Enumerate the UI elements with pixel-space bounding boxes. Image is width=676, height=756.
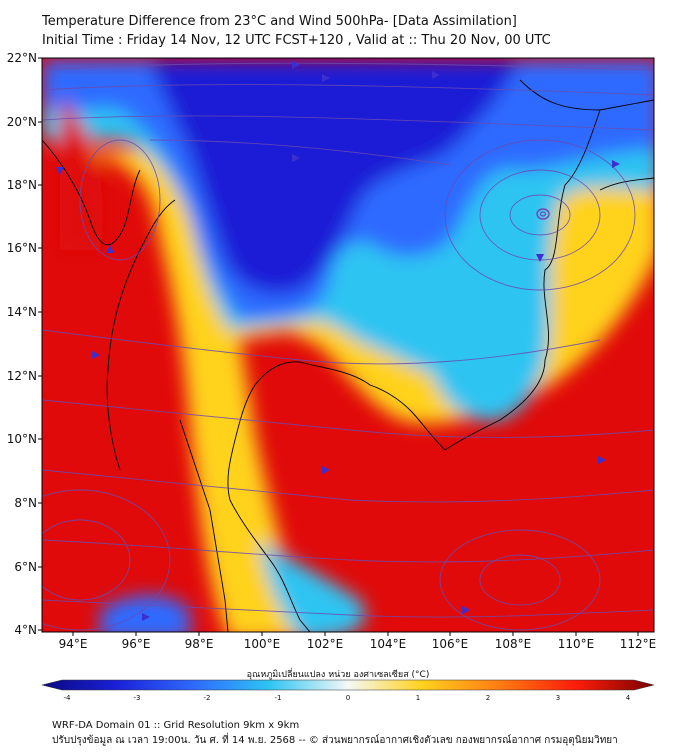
colorbar-tick: -4: [64, 694, 72, 702]
colorbar: -4 -3 -2 -1 0 1 2 3 4: [41, 679, 655, 702]
title-line-2: Initial Time : Friday 14 Nov, 12 UTC FCS…: [42, 33, 551, 48]
colorbar-title: อุณหภูมิเปลี่ยนแปลง หน่วย องศาเซลเซียส (…: [246, 670, 430, 680]
colorbar-tick: -3: [134, 694, 141, 702]
lon-label: 112°E: [620, 637, 657, 651]
colorbar-tick: -1: [275, 694, 282, 702]
lon-axis: 94°E 96°E 98°E 100°E 102°E 104°E 106°E 1…: [59, 632, 657, 651]
lat-label: 12°N: [7, 369, 37, 383]
coastline: [42, 79, 654, 632]
map-title: Temperature Difference from 23°C and Win…: [42, 12, 551, 50]
wind-streamlines: [42, 62, 654, 631]
footer-line-2: ปรับปรุงข้อมูล ณ เวลา 19:00น. วัน ศ. ที่…: [52, 735, 618, 746]
colorbar-tick: 0: [346, 694, 350, 702]
lon-label: 106°E: [432, 637, 469, 651]
wind-arrows: [56, 61, 620, 621]
footer: WRF-DA Domain 01 :: Grid Resolution 9km …: [52, 718, 618, 748]
lon-label: 108°E: [495, 637, 532, 651]
lat-label: 18°N: [7, 178, 37, 192]
lon-label: 94°E: [59, 637, 88, 651]
low-pressure-center: [536, 208, 550, 220]
lat-axis: 22°N 20°N 18°N 16°N 14°N 12°N 10°N 8°N 6…: [7, 51, 42, 637]
lat-label: 6°N: [14, 560, 37, 574]
lon-label: 104°E: [370, 637, 407, 651]
lat-label: 4°N: [14, 623, 37, 637]
temperature-field: [42, 58, 654, 632]
colorbar-tick: 2: [486, 694, 490, 702]
colorbar-tick: 3: [556, 694, 560, 702]
lon-label: 102°E: [307, 637, 344, 651]
footer-line-1: WRF-DA Domain 01 :: Grid Resolution 9km …: [52, 720, 300, 731]
colorbar-tick: 1: [416, 694, 420, 702]
lat-label: 14°N: [7, 305, 37, 319]
colorbar-tick: 4: [626, 694, 631, 702]
lon-label: 96°E: [122, 637, 151, 651]
lat-label: 10°N: [7, 432, 37, 446]
title-line-1: Temperature Difference from 23°C and Win…: [42, 14, 517, 29]
lon-label: 98°E: [185, 637, 214, 651]
lon-label: 110°E: [558, 637, 595, 651]
lat-label: 20°N: [7, 115, 37, 129]
lat-label: 22°N: [7, 51, 37, 65]
colorbar-bar: [41, 679, 655, 691]
lat-label: 16°N: [7, 241, 37, 255]
lat-label: 8°N: [14, 496, 37, 510]
colorbar-tick: -2: [204, 694, 211, 702]
plot-frame: [41, 57, 655, 633]
lon-label: 100°E: [244, 637, 281, 651]
